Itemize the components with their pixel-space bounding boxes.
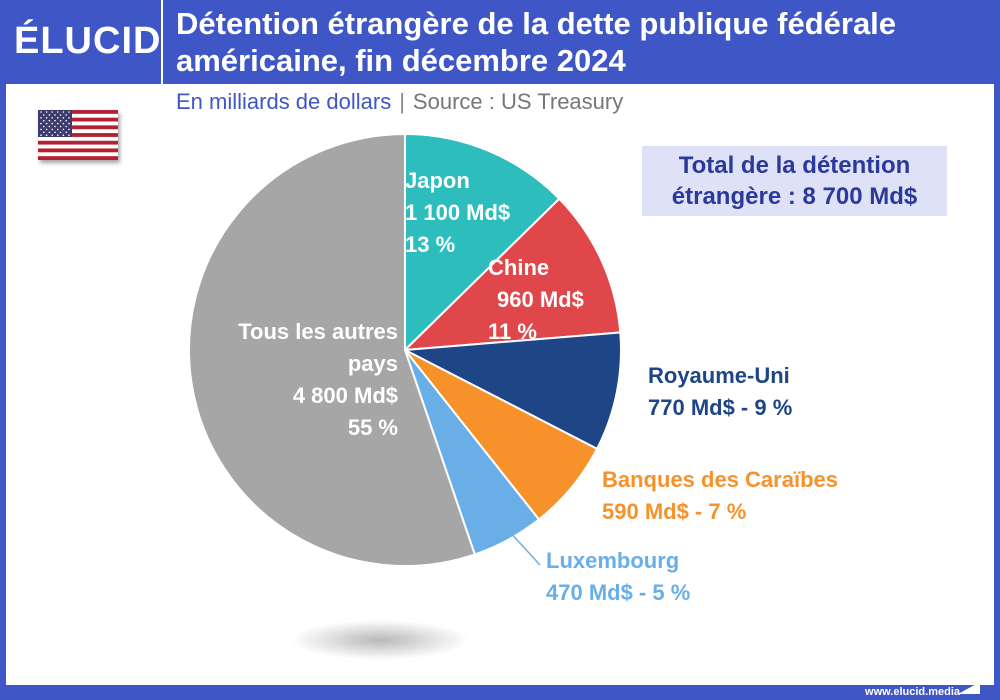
pie-shadow bbox=[290, 620, 470, 660]
label-name: Luxembourg bbox=[546, 548, 680, 573]
label-percent: 13 % bbox=[405, 232, 456, 257]
label-value: 590 Md$ - 7 % bbox=[602, 499, 747, 524]
pie-slice-royaume-uni bbox=[401, 331, 622, 451]
label-value: 470 Md$ - 5 % bbox=[546, 580, 691, 605]
pie-slice-japon bbox=[404, 132, 561, 353]
label-value: 770 Md$ - 9 % bbox=[648, 395, 793, 420]
chart-subtitle: En milliards de dollars | Source : US Trea… bbox=[176, 89, 623, 115]
elucid-mark-icon bbox=[958, 682, 980, 694]
source-label: Source : US Treasury bbox=[412, 89, 624, 114]
total-line-2: étrangère : 8 700 Md$ bbox=[671, 183, 918, 210]
label-name: Tous les autres bbox=[238, 319, 398, 344]
us-flag-icon bbox=[38, 110, 118, 160]
pie-slice-chine bbox=[402, 197, 622, 352]
title-line-2: américaine, fin décembre 2024 bbox=[176, 43, 626, 78]
elucid-logo: ÉLUCID bbox=[14, 20, 162, 62]
label-caraibes: Banques des Caraïbes 590 Md$ - 7 % bbox=[602, 464, 838, 528]
unit-label: En milliards de dollars bbox=[176, 89, 392, 114]
label-name: Banques des Caraïbes bbox=[602, 467, 838, 492]
label-name: Royaume-Uni bbox=[648, 363, 790, 388]
header-divider bbox=[161, 0, 163, 84]
label-luxembourg: Luxembourg 470 Md$ - 5 % bbox=[546, 545, 690, 609]
label-japon: Japon 1 100 Md$ 13 % bbox=[405, 165, 510, 261]
label-value: 1 100 Md$ bbox=[405, 200, 511, 225]
label-name: Japon bbox=[405, 168, 470, 193]
total-box: Total de la détention étrangère : 8 700 … bbox=[642, 146, 947, 216]
label-value: 4 800 Md$ bbox=[292, 383, 398, 408]
label-royaume-uni: Royaume-Uni 770 Md$ - 9 % bbox=[648, 360, 792, 424]
label-chine: Chine 960 Md$ 11 % bbox=[488, 252, 584, 348]
footer-url: www.elucid.media bbox=[865, 686, 960, 698]
label-value: 960 Md$ bbox=[497, 287, 584, 312]
chart-title: Détention étrangère de la dette publique… bbox=[176, 5, 896, 79]
label-autres: Tous les autres pays 4 800 Md$ 55 % bbox=[190, 316, 398, 444]
label-percent: 11 % bbox=[488, 319, 537, 344]
total-line-1: Total de la détention bbox=[678, 152, 911, 179]
label-name: Chine bbox=[488, 255, 550, 280]
title-line-1: Détention étrangère de la dette publique… bbox=[176, 6, 897, 41]
label-name-2: pays bbox=[347, 351, 398, 376]
pie-slice-tous-les-autres-pays bbox=[188, 132, 477, 567]
label-percent: 55 % bbox=[347, 415, 398, 440]
separator: | bbox=[399, 89, 405, 114]
